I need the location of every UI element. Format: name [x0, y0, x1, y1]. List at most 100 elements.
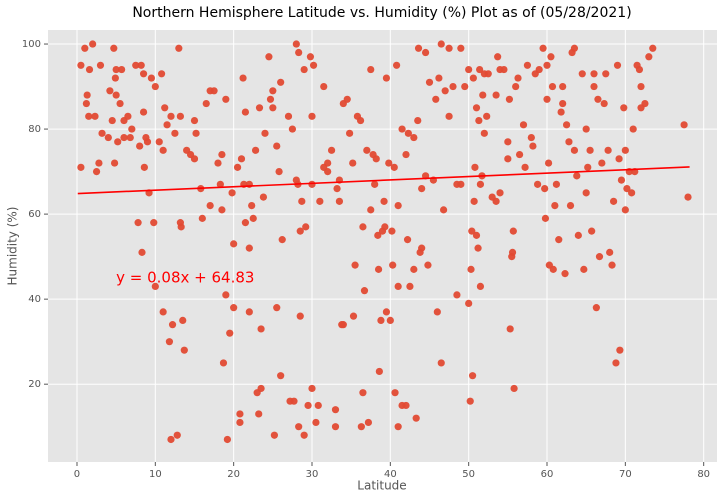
scatter-point — [514, 74, 522, 82]
scatter-point — [541, 184, 549, 193]
scatter-point — [270, 431, 278, 439]
scatter-point — [441, 87, 449, 95]
scatter-point — [309, 61, 318, 69]
scatter-point — [374, 231, 382, 239]
scatter-point — [295, 423, 303, 431]
scatter-point — [85, 112, 93, 120]
scatter-point — [192, 129, 200, 137]
scatter-point — [83, 91, 91, 99]
scatter-point — [453, 291, 461, 299]
scatter-point — [445, 44, 453, 52]
scatter-point — [112, 91, 120, 99]
scatter-point — [394, 202, 402, 210]
scatter-point — [180, 346, 188, 354]
scatter-point — [331, 423, 340, 431]
scatter-point — [190, 116, 199, 125]
scatter-point — [418, 244, 426, 252]
scatter-point — [241, 219, 250, 227]
scatter-point — [138, 248, 146, 256]
scatter-point — [316, 197, 324, 205]
scatter-point — [582, 125, 590, 133]
scatter-point — [437, 359, 445, 367]
scatter-point — [360, 287, 369, 295]
scatter-point — [300, 431, 308, 439]
scatter-point — [140, 163, 148, 171]
scatter-point — [645, 53, 653, 61]
scatter-point — [265, 53, 273, 61]
scatter-point — [561, 270, 569, 278]
scatter-point — [393, 61, 401, 69]
scatter-point — [167, 112, 175, 120]
scatter-point — [600, 99, 608, 108]
scatter-point — [523, 61, 532, 69]
scatter-point — [331, 406, 340, 414]
scatter-point — [190, 155, 199, 163]
scatter-point — [269, 104, 277, 112]
scatter-point — [504, 138, 512, 146]
x-tick-label: 30 — [306, 469, 319, 480]
x-tick-label: 60 — [541, 469, 554, 480]
scatter-point — [629, 125, 637, 133]
scatter-point — [312, 418, 320, 427]
scatter-point — [608, 261, 616, 269]
scatter-point — [465, 65, 473, 74]
scatter-point — [394, 282, 402, 290]
scatter-point — [414, 116, 422, 125]
scatter-point — [472, 104, 481, 112]
scatter-point — [628, 189, 636, 197]
scatter-point — [202, 99, 210, 108]
scatter-point — [548, 82, 557, 91]
scatter-point — [496, 189, 504, 197]
scatter-point — [134, 219, 142, 227]
scatter-point — [206, 202, 214, 210]
x-tick-label: 80 — [697, 469, 710, 480]
scatter-point — [472, 231, 481, 239]
scatter-point — [261, 129, 269, 137]
scatter-point — [159, 146, 167, 154]
scatter-point — [249, 214, 257, 222]
scatter-point — [641, 99, 649, 108]
scatter-point — [290, 397, 298, 405]
scatter-point — [222, 95, 230, 103]
scatter-point — [245, 244, 253, 252]
scatter-point — [266, 95, 275, 103]
scatter-point — [623, 184, 631, 193]
scatter-point — [566, 202, 575, 210]
scatter-point — [389, 261, 397, 269]
scatter-point — [77, 163, 85, 171]
scatter-point — [547, 53, 555, 61]
scatter-point — [241, 108, 250, 116]
scatter-point — [288, 125, 297, 133]
scatter-point — [159, 308, 167, 316]
scatter-point — [590, 82, 598, 91]
scatter-point — [216, 180, 224, 188]
scatter-point — [137, 61, 145, 69]
scatter-point — [255, 104, 264, 112]
scatter-point — [475, 116, 483, 125]
scatter-point — [335, 197, 344, 205]
scatter-point — [157, 70, 166, 78]
scatter-point — [592, 304, 600, 312]
scatter-point — [275, 167, 283, 176]
scatter-point — [425, 78, 434, 86]
scatter-point — [112, 65, 120, 74]
scatter-point — [230, 304, 238, 312]
scatter-point — [92, 167, 101, 176]
scatter-point — [371, 180, 379, 188]
scatter-point — [588, 227, 596, 235]
x-axis-label: Latitude — [357, 479, 406, 493]
scatter-point — [410, 265, 418, 273]
scatter-point — [237, 155, 246, 163]
scatter-point — [484, 70, 492, 78]
scatter-point — [621, 206, 629, 214]
scatter-point — [298, 197, 306, 205]
scatter-point — [535, 65, 543, 74]
scatter-point — [236, 410, 244, 418]
x-tick-label: 10 — [149, 469, 162, 480]
scatter-point — [147, 74, 156, 82]
scatter-point — [586, 146, 594, 154]
chart-title: Northern Hemisphere Latitude vs. Humidit… — [132, 5, 631, 21]
scatter-point — [403, 236, 412, 244]
scatter-point — [543, 61, 551, 69]
